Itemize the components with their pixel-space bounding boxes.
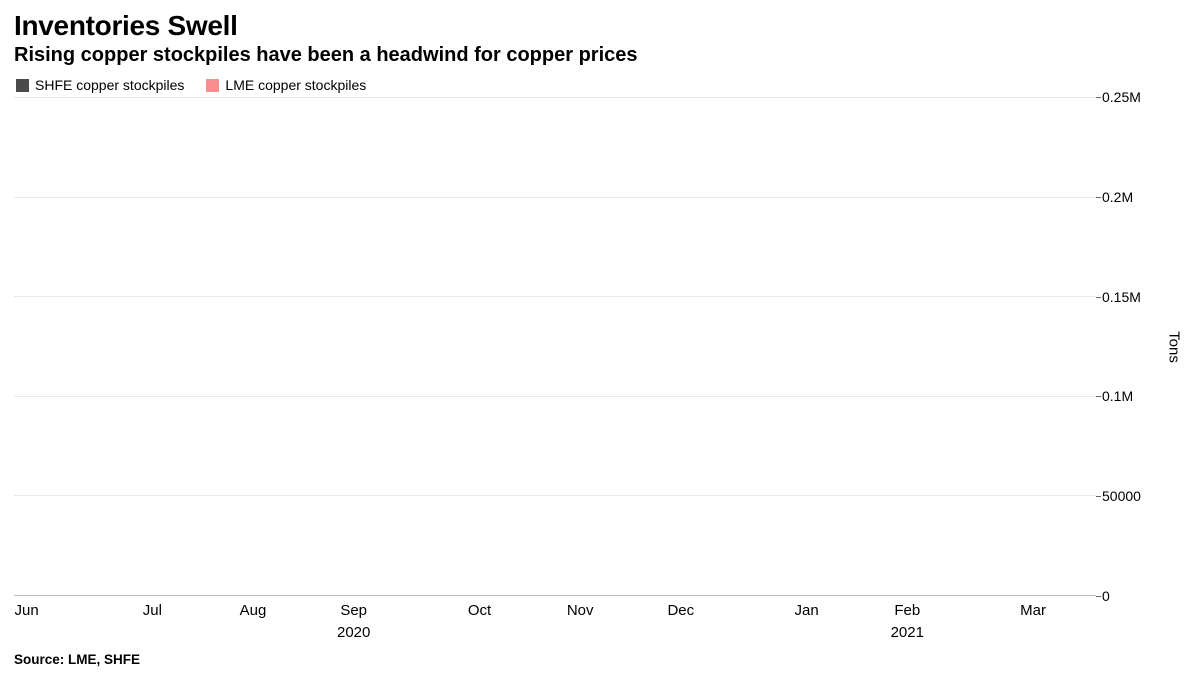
legend: SHFE copper stockpiles LME copper stockp… [14,77,1186,93]
legend-label-lme: LME copper stockpiles [225,77,366,93]
x-tick-label: Jun [14,602,38,619]
x-tick-label: Dec [667,602,694,619]
chart-container: Inventories Swell Rising copper stockpil… [0,0,1200,675]
x-tick-label: Sep [340,602,367,619]
gridline [14,296,1096,297]
x-tick-label: Jul [143,602,162,619]
legend-swatch-lme [206,79,219,92]
source-label: Source: LME, SHFE [14,648,1186,667]
chart-title: Inventories Swell [14,10,1186,42]
y-axis-label-wrap: Tons [1162,97,1186,596]
y-tick-label: 0.1M [1102,388,1133,404]
plot-area [14,97,1096,596]
x-tick-label: Jan [795,602,819,619]
x-tick-label: Oct [468,602,491,619]
chart-subtitle: Rising copper stockpiles have been a hea… [14,44,1186,67]
bars [14,97,1096,595]
legend-label-shfe: SHFE copper stockpiles [35,77,184,93]
y-tick-label: 0.2M [1102,189,1133,205]
x-axis-row: Jun Jul Aug Sep Oct Nov Dec Jan Feb Mar 2020 2021 [14,596,1186,648]
y-tick-label: 0.15M [1102,289,1141,305]
legend-item-shfe: SHFE copper stockpiles [16,77,184,93]
y-axis-label: Tons [1166,331,1183,363]
y-tick-label: 50000 [1102,488,1141,504]
x-tick-label: Nov [567,602,594,619]
y-tick-label: 0.25M [1102,89,1141,105]
gridline [14,495,1096,496]
gridline [14,97,1096,98]
x-tick-label: Feb [894,602,920,619]
gridline [14,197,1096,198]
legend-item-lme: LME copper stockpiles [206,77,366,93]
x-year-label: 2020 [337,624,370,641]
legend-swatch-shfe [16,79,29,92]
x-tick-label: Aug [240,602,267,619]
x-tick-label: Mar [1020,602,1046,619]
x-year-label: 2021 [891,624,924,641]
y-tick-label: 0 [1102,588,1110,604]
plot-row: 0500000.1M0.15M0.2M0.25M Tons [14,97,1186,596]
x-axis: Jun Jul Aug Sep Oct Nov Dec Jan Feb Mar 2020 2021 [14,596,1096,648]
gridline [14,396,1096,397]
y-axis: 0500000.1M0.15M0.2M0.25M [1096,97,1162,596]
